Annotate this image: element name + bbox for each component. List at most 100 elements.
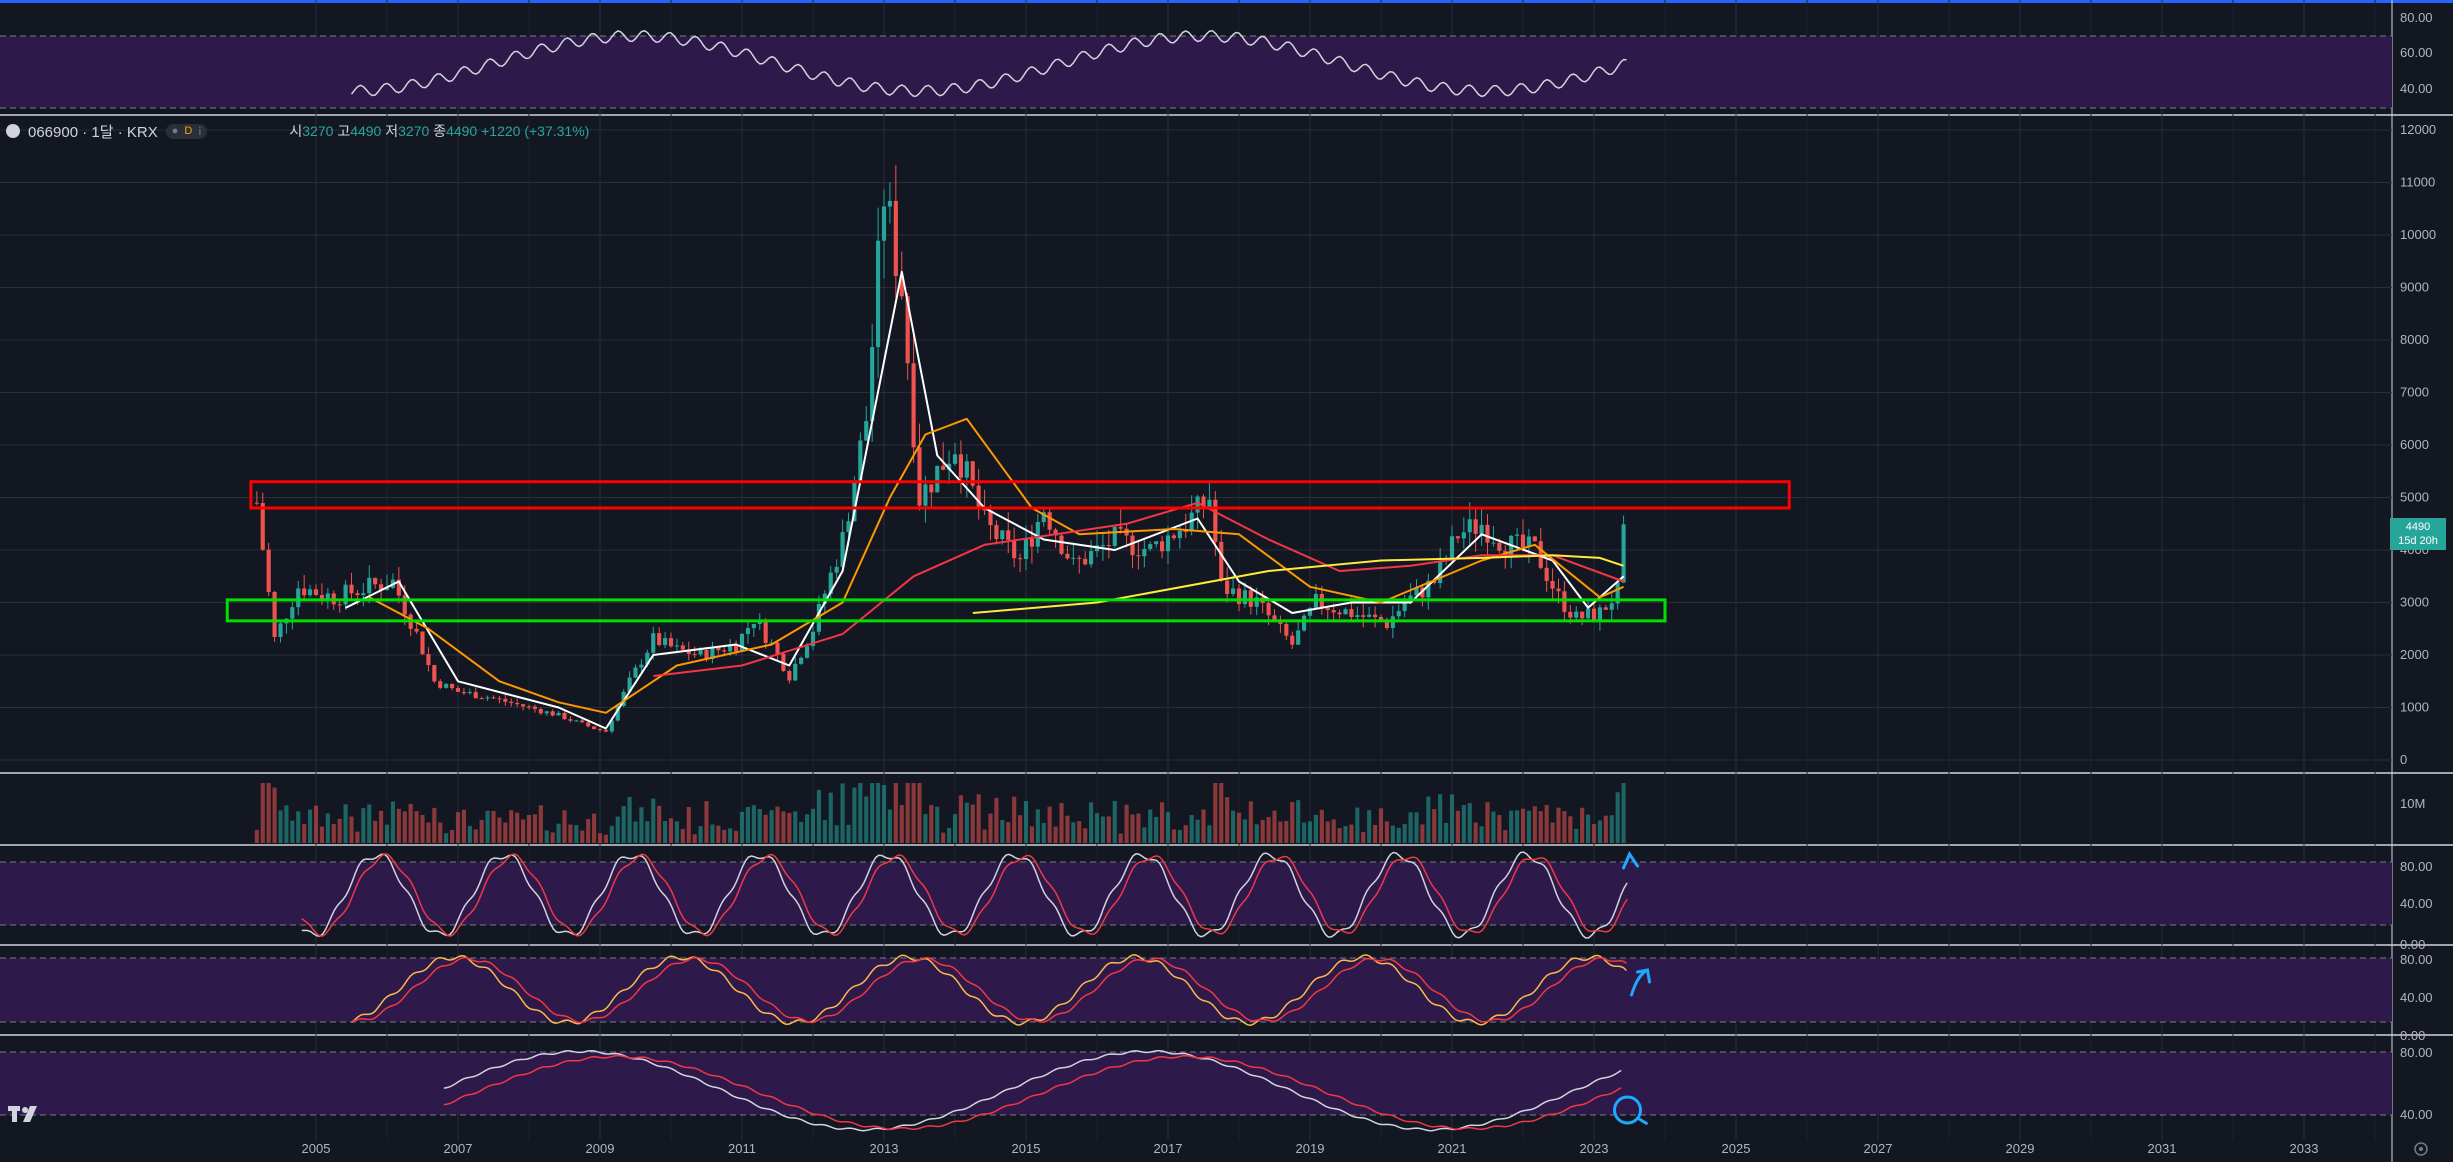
candle-body [521,704,526,707]
candle-body [1154,541,1159,545]
candle-body [497,698,502,700]
price-axis-label: 2000 [2400,647,2429,662]
volume-bar [1532,806,1537,843]
volume-bar [1307,821,1313,843]
volume-bar [911,783,916,843]
volume-bar [1160,802,1165,843]
volume-bar [1035,809,1040,843]
volume-bar [1195,819,1200,843]
volume-bar [302,823,307,843]
candle-body [1307,607,1313,616]
low-label: 저 [385,123,399,139]
volume-bar [716,825,721,843]
volume-bar [816,789,821,843]
window-accent-bar [0,0,2453,3]
volume-bar [686,806,691,843]
volume-bar [1384,821,1389,843]
candle-body [828,572,833,594]
candle-body [515,703,520,705]
volume-bar [1574,828,1579,843]
candle-body [651,633,656,653]
candle-body [296,588,301,608]
support-box [225,598,1667,623]
volume-bar [1201,809,1206,843]
volume-bar [1266,817,1271,843]
candle-body [716,647,721,651]
volume-bar [1272,810,1277,843]
volume-bar [1006,822,1011,843]
candle-body [745,628,750,634]
volume-bar [1012,796,1017,843]
volume-bar [349,816,354,843]
volume-bar [313,805,319,843]
volume-bar [278,810,283,843]
candle-body [526,706,532,708]
candle-body [775,642,780,654]
volume-bar [586,818,591,843]
candle-body [414,628,419,632]
candle-body [597,729,603,731]
volume-bar [1520,808,1526,843]
candle-body [556,712,561,716]
gear-icon[interactable] [2412,1140,2430,1158]
volume-bar [1361,832,1366,843]
candle-body [1148,544,1153,549]
candle-body [1621,524,1626,583]
candle-body [485,697,490,699]
volume-bar [1568,816,1573,843]
volume-bar [1124,804,1129,843]
volume-bar [1278,821,1283,843]
candle-body [1225,580,1230,594]
volume-bar [1544,804,1549,843]
candle-body [1189,512,1194,532]
candle-body [1053,529,1058,536]
candle-body [704,650,709,660]
candle-body [846,521,851,533]
volume-bar [722,829,727,843]
volume-bar [402,811,407,843]
candle-body [603,729,608,732]
volume-bar [1550,822,1555,843]
stoch-pane-2-axis-label: 80.00 [2400,952,2433,967]
x-axis-tick-label: 2007 [444,1141,473,1156]
volume-bar [775,806,780,843]
tradingview-logo-icon[interactable] [8,1104,42,1124]
candle-body [562,712,567,720]
candle-body [473,692,478,699]
x-axis-tick-label: 2005 [302,1141,331,1156]
volume-bar [1402,824,1407,843]
legend-pill[interactable]: ● D ⅰ [165,123,208,139]
candle-body [1426,580,1431,598]
volume-bar [917,783,922,843]
candle-body [1384,621,1389,629]
volume-bar [864,796,869,843]
candle-body [609,720,614,732]
volume-bar [467,825,472,843]
volume-bar [1183,825,1188,843]
candle-body [947,463,952,470]
candle-body [1603,607,1608,610]
volume-bar [1609,815,1614,843]
candle-body [728,645,733,652]
volume-bar [1349,824,1354,843]
candle-body [763,621,768,643]
high-label: 고 [337,123,351,139]
last-price-tag: 4490 15d 20h [2390,518,2446,550]
stoch-pane-1-axis-label: 0.00 [2400,937,2425,952]
candle-body [308,589,313,596]
volume-bar [1284,820,1289,843]
candle-body [509,701,514,704]
oscillator-line [443,1054,1622,1131]
oscillator-line [443,1049,1622,1132]
candle-body [290,607,295,619]
x-axis-tick-label: 2009 [586,1141,615,1156]
volume-bar [1136,813,1141,843]
volume-bar [1302,822,1307,843]
x-axis-tick-label: 2029 [2006,1141,2035,1156]
volume-bar [923,814,928,843]
symbol-title[interactable]: 066900 · 1달 · KRX [28,123,158,141]
volume-bar [1000,819,1005,843]
macd-pane-axis-label: 80.00 [2400,1045,2433,1060]
